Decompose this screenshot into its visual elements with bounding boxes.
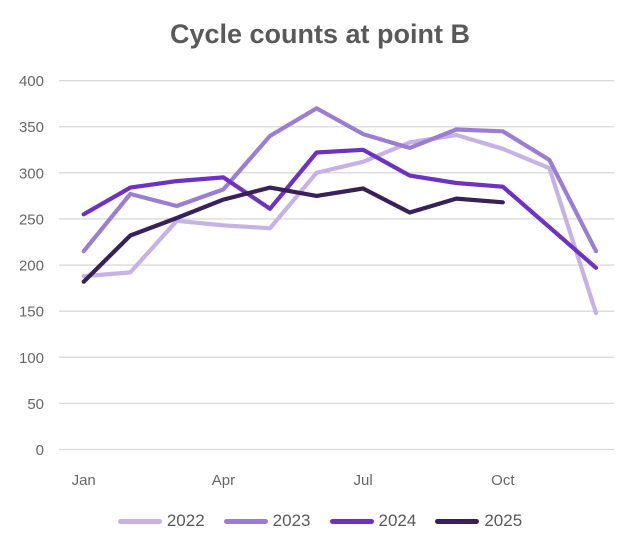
- legend-swatch-2025: [435, 518, 480, 524]
- y-tick-label-250: 250: [19, 211, 44, 228]
- y-tick-label-100: 100: [19, 350, 44, 367]
- legend-label-2024: 2024: [378, 511, 417, 530]
- series-line-2024: [81, 147, 599, 270]
- y-tick-label-400: 400: [19, 73, 44, 90]
- y-tick-label-0: 0: [36, 442, 44, 459]
- legend-item-2025: 2025: [435, 509, 522, 533]
- legend-item-2024: 2024: [329, 509, 417, 533]
- y-tick-label-50: 50: [27, 396, 44, 413]
- legend-item-2022: 2022: [117, 509, 205, 533]
- y-tick-label-300: 300: [19, 165, 44, 182]
- x-tick-label-Oct: Oct: [491, 472, 515, 489]
- legend-label-2025: 2025: [484, 511, 523, 530]
- series-line-2023: [81, 106, 599, 254]
- series-line-2022: [81, 132, 599, 316]
- legend: 2022 2023 2024 2025: [0, 509, 640, 533]
- x-tick-label-Jan: Jan: [72, 472, 96, 489]
- legend-swatch-2024: [329, 518, 374, 524]
- series-line-2025: [81, 185, 505, 284]
- y-tick-label-200: 200: [19, 258, 44, 275]
- y-tick-label-350: 350: [19, 119, 44, 136]
- legend-swatch-2023: [223, 518, 268, 524]
- y-tick-label-150: 150: [19, 304, 44, 321]
- legend-swatch-2022: [117, 518, 162, 524]
- chart-title: Cycle counts at point B: [169, 19, 471, 49]
- x-tick-label-Apr: Apr: [212, 472, 235, 489]
- x-tick-label-Jul: Jul: [354, 472, 373, 489]
- legend-label-2022: 2022: [166, 511, 205, 530]
- legend-label-2023: 2023: [272, 511, 311, 530]
- legend-item-2023: 2023: [223, 509, 311, 533]
